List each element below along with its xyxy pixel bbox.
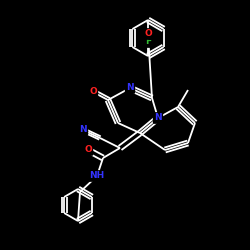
Text: N: N [154,114,162,122]
Text: N: N [126,84,134,92]
Text: O: O [84,146,92,154]
Text: O: O [144,30,152,38]
Text: F: F [145,38,151,46]
Text: NH: NH [90,172,104,180]
Text: O: O [89,88,97,96]
Text: N: N [79,126,87,134]
